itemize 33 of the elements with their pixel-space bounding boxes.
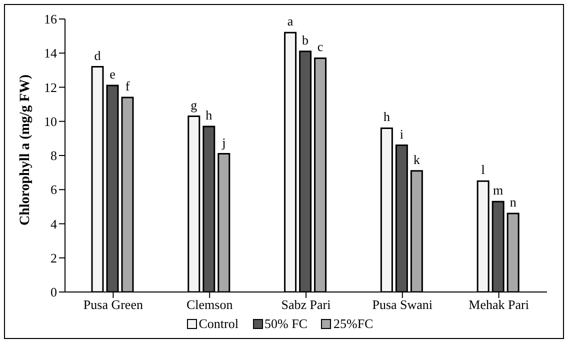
data-label: l [481, 162, 486, 178]
data-label: c [317, 39, 324, 54]
x-tick-label: Sabz Pari [281, 297, 332, 312]
data-label: d [94, 48, 102, 63]
data-label: i [400, 126, 404, 142]
y-tick-label: 12 [44, 80, 57, 95]
data-label: e [110, 66, 116, 82]
x-tick-label: Mehak Pari [468, 297, 530, 312]
y-tick-label: 10 [44, 114, 57, 129]
y-tick-label: 16 [44, 12, 58, 27]
y-tick-label: 2 [50, 250, 57, 266]
y-tick-label: 6 [50, 182, 58, 198]
y-tick-label: 8 [50, 148, 57, 164]
data-label: h [206, 107, 213, 122]
legend-label: Control [198, 316, 238, 332]
legend-label: 50% FC [264, 316, 308, 332]
data-label: b [302, 32, 309, 48]
legend-label: 25%FC [333, 316, 374, 332]
data-label: g [190, 97, 198, 112]
y-tick-label: 4 [50, 216, 58, 232]
y-tick-label: 0 [50, 284, 57, 300]
x-tick-label: Pusa Green [83, 297, 144, 312]
data-label: f [125, 78, 130, 94]
data-label: j [221, 134, 226, 150]
data-label: a [287, 14, 294, 29]
y-tick-label: 14 [44, 46, 58, 61]
x-tick-label: Clemson [186, 297, 234, 312]
y-axis-title: Chlorophyll a (mg/g FW) [18, 74, 33, 226]
data-label: n [510, 194, 517, 210]
data-label: h [383, 109, 390, 124]
data-label: k [413, 152, 420, 167]
x-tick-label: Pusa Swani [372, 297, 433, 312]
data-label: m [493, 182, 504, 198]
